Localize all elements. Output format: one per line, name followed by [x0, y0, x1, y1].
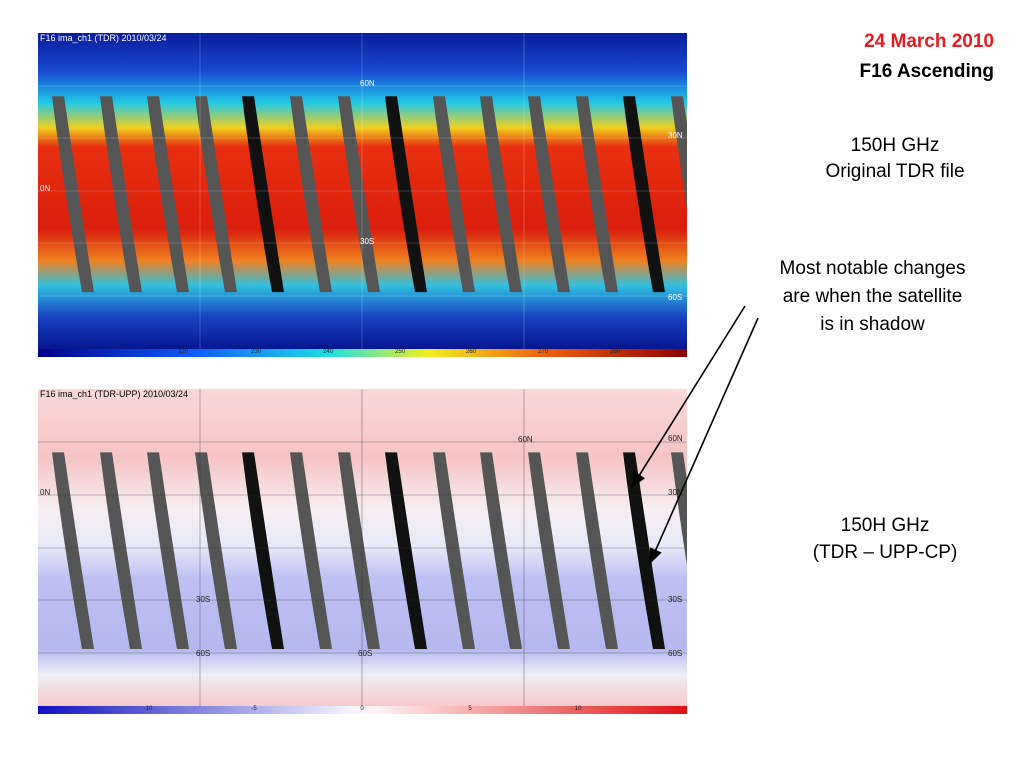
tdr-map-title: F16 ima_ch1 (TDR) 2010/03/24 [40, 33, 167, 43]
tdr-swath-gaps [52, 96, 687, 293]
lat-label-60s-right: 60S [668, 649, 683, 658]
swath-gap [195, 96, 237, 293]
lat-label-30s: 30S [196, 595, 211, 604]
lat-label-30s-right: 30S [668, 595, 683, 604]
swath-gap [147, 96, 189, 293]
swath-gap [576, 96, 618, 293]
arrow-to-swath-south [649, 317, 759, 565]
tdr-upp-grid [38, 389, 687, 706]
swath-gap [623, 96, 665, 293]
swath-gap [338, 96, 380, 293]
panel1-line: 150H GHz [850, 135, 940, 156]
lat-label-30s: 30S [360, 237, 375, 246]
panel2-line: (TDR – UPP-CP) [812, 542, 958, 563]
colorbar-tick: -5 [251, 706, 257, 712]
colorbar-tick: 10 [574, 706, 582, 712]
swath-gap [242, 96, 284, 293]
swath-gap [528, 96, 570, 293]
lat-label-60n: 60N [360, 79, 375, 88]
tdr-map-image [38, 33, 687, 357]
swath-gap [480, 96, 522, 293]
panel2-line: 150H GHz [840, 515, 930, 536]
colorbar-tick: 280 [609, 349, 621, 355]
colorbar-tick: 0 [360, 706, 364, 712]
colorbar-tick: 5 [468, 706, 472, 712]
lat-label-60n-right: 60N [668, 434, 683, 443]
tdr-colorbar [38, 349, 687, 357]
tdr-map-panel: F16 ima_ch1 (TDR) 2010/03/24 60N 30N 0N … [38, 33, 687, 357]
swath-gap [671, 452, 687, 566]
swath-gap [671, 96, 687, 209]
colorbar-tick: 250 [394, 349, 406, 355]
colorbar-tick: 260 [465, 349, 477, 355]
colorbar-tick: 240 [322, 349, 334, 355]
swath-gap [290, 96, 332, 293]
lat-label-0n: 0N [40, 184, 51, 193]
lat-label-30n: 30N [668, 131, 683, 140]
tdr-upp-colorbar [38, 706, 687, 714]
swath-gap [100, 96, 142, 293]
lat-label-60s: 60S [196, 649, 211, 658]
panel1-description: 150H GHz Original TDR file [780, 133, 1010, 185]
tdr-upp-map-image [38, 389, 687, 714]
lat-label-60n: 60N [518, 435, 533, 444]
note-line: Most notable changes [779, 258, 966, 279]
tdr-upp-map-title: F16 ima_ch1 (TDR-UPP) 2010/03/24 [40, 389, 189, 399]
panel1-line: Original TDR file [825, 161, 965, 182]
colorbar-tick: -10 [143, 706, 153, 712]
lat-label-60s-mid: 60S [358, 649, 373, 658]
swath-gap [52, 96, 94, 293]
shadow-note: Most notable changes are when the satell… [745, 255, 1000, 339]
date-title: 24 March 2010 [864, 31, 994, 52]
tdr-upp-map-panel: F16 ima_ch1 (TDR-UPP) 2010/03/24 60N 60N… [38, 389, 687, 714]
note-line: is in shadow [820, 314, 925, 335]
tdr-grid [38, 33, 687, 349]
orbit-title: F16 Ascending [859, 61, 994, 82]
swath-gap [433, 96, 475, 293]
swath-gap [385, 96, 427, 293]
arrow-to-swath-north [631, 305, 746, 489]
colorbar-tick: 230 [250, 349, 262, 355]
panel2-description: 150H GHz (TDR – UPP-CP) [770, 512, 1000, 566]
note-line: are when the satellite [782, 286, 963, 307]
colorbar-tick: 220 [177, 349, 189, 355]
colorbar-tick: 270 [537, 349, 549, 355]
lat-label-0n: 0N [40, 488, 51, 497]
lat-label-30n: 30N [668, 488, 683, 497]
lat-label-60s: 60S [668, 293, 683, 302]
